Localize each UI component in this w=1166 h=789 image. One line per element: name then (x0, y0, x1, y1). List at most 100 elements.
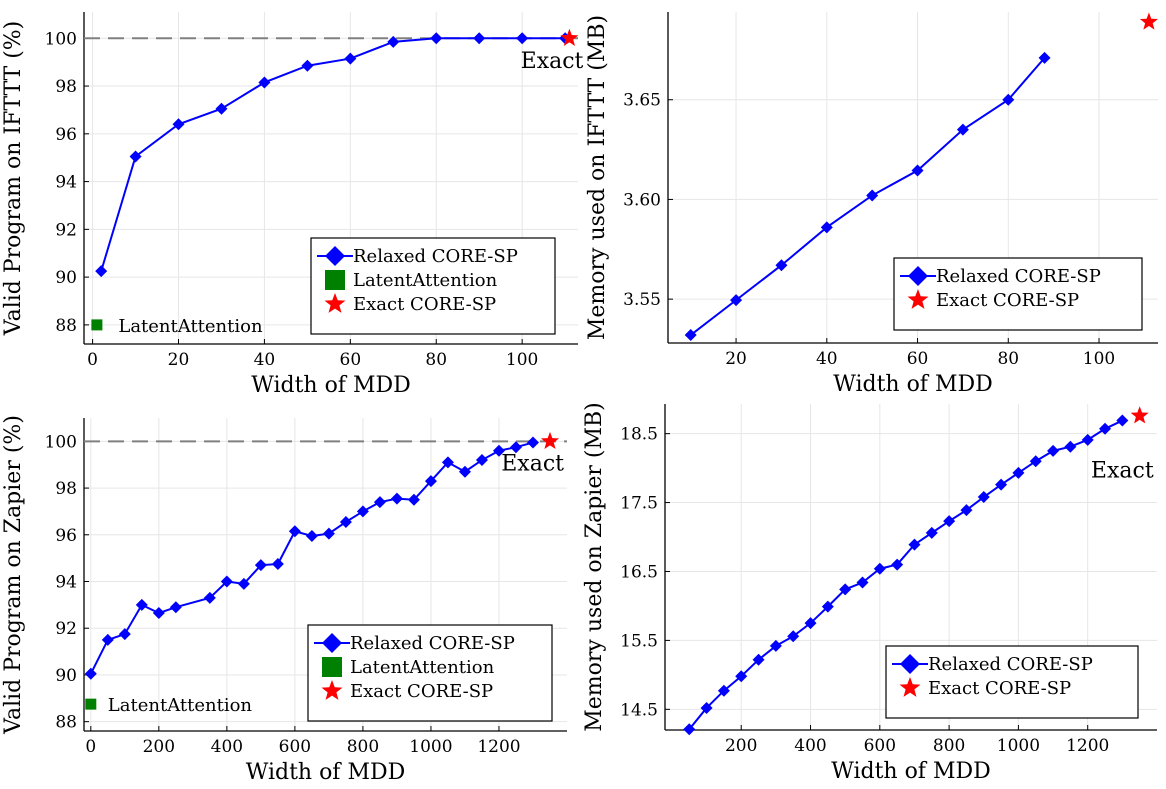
y-tick-label: 18.5 (620, 425, 658, 445)
y-tick-label: 15.5 (620, 631, 658, 651)
legend-label: Relaxed CORE-SP (928, 654, 1093, 675)
legend: Relaxed CORE-SP LatentAttention Exact CORE… (307, 624, 553, 722)
data-point (1064, 440, 1077, 453)
data-point (172, 118, 185, 131)
data-point (203, 591, 216, 604)
data-point (730, 294, 743, 307)
series-line (100, 37, 566, 272)
data-point (356, 505, 369, 518)
data-point (339, 515, 352, 528)
legend: Relaxed CORE-SP Exact CORE-SP (885, 645, 1139, 719)
data-point (95, 265, 108, 278)
data-point (866, 189, 879, 202)
data-point (1116, 414, 1129, 427)
legend: Relaxed CORE-SP LatentAttention Exact CORE… (310, 237, 556, 335)
y-tick-label: 94 (55, 173, 77, 193)
y-tick-label: 14.5 (620, 700, 658, 720)
data-point (717, 684, 730, 697)
x-tick-label: 600 (279, 737, 311, 757)
y-axis-label: Valid Program on Zapier (%) (1, 415, 26, 735)
legend-label: Relaxed CORE-SP (353, 246, 518, 267)
data-point (516, 32, 529, 45)
legend-diamond-icon (908, 266, 928, 286)
series-star (540, 431, 560, 450)
data-point (1139, 12, 1158, 30)
data-point (492, 444, 505, 457)
y-tick-label: 88 (55, 713, 77, 733)
data-point (683, 723, 696, 736)
x-tick-label: 800 (347, 737, 379, 757)
y-tick-label: 98 (55, 77, 77, 97)
data-point (1081, 433, 1094, 446)
legend-label: Relaxed CORE-SP (350, 633, 515, 654)
data-point (1047, 444, 1060, 457)
data-point (775, 259, 788, 272)
data-point (84, 667, 97, 680)
legend-label: LatentAttention (353, 270, 498, 291)
data-point (271, 557, 284, 570)
series-square (91, 319, 103, 331)
data-point (925, 526, 938, 539)
data-point (441, 456, 454, 469)
data-point (752, 653, 765, 666)
data-point (215, 102, 228, 115)
x-axis-label: Width of MDD (833, 372, 993, 397)
series-star (560, 28, 579, 46)
data-point (509, 441, 522, 454)
chart-panel-1: 0 20 40 60 80 100 88 90 92 94 96 98 100 Width of MDD V… (1, 12, 584, 398)
data-point (305, 529, 318, 542)
series-star (1139, 12, 1158, 30)
data-point (322, 527, 335, 540)
legend-box (885, 645, 1139, 719)
x-tick-label: 600 (864, 736, 896, 756)
x-tick-label: 400 (211, 737, 243, 757)
y-tick-label: 98 (55, 479, 77, 499)
y-tick-label: 100 (45, 29, 77, 49)
series-diamond (683, 414, 1129, 736)
y-axis-label: Memory used on Zapier (MB) (582, 402, 607, 731)
data-point (526, 436, 539, 449)
x-tick-label: 80 (997, 349, 1019, 369)
data-point (473, 32, 486, 45)
y-tick-label: 3.55 (623, 290, 661, 310)
legend-star-icon (321, 680, 343, 700)
data-point (91, 319, 103, 331)
y-axis-label: Memory used on IFTTT (MB) (585, 15, 610, 340)
y-tick-label: 96 (55, 125, 77, 145)
data-point (390, 492, 403, 505)
data-point (911, 164, 924, 177)
data-point (560, 28, 579, 46)
x-tick-label: 1200 (477, 737, 520, 757)
legend-star-icon (899, 677, 921, 697)
x-tick-label: 20 (725, 349, 747, 369)
legend-diamond-icon (900, 654, 920, 674)
x-tick-label: 200 (143, 737, 175, 757)
data-point (85, 698, 97, 710)
y-tick-label: 3.60 (623, 190, 661, 210)
series-diamond (95, 32, 572, 278)
data-point (787, 630, 800, 643)
data-point (237, 577, 250, 590)
x-tick-label: 80 (425, 350, 447, 370)
data-point (821, 600, 834, 613)
legend-label: Relaxed CORE-SP (936, 266, 1101, 287)
data-point (856, 576, 869, 589)
data-point (258, 76, 271, 89)
chart-panel-2: 20 40 60 80 100 3.55 3.60 3.65 Width of MDD Memor… (585, 12, 1158, 397)
x-tick-label: 40 (254, 350, 276, 370)
x-tick-label: 800 (933, 736, 965, 756)
x-tick-label: 100 (506, 350, 538, 370)
data-point (1029, 455, 1042, 468)
legend-square-icon (325, 270, 345, 290)
y-tick-label: 17.5 (620, 494, 658, 514)
chart-panel-3: 0 200 400 600 800 1000 1200 88 90 92 94 96 98 100 Widt… (1, 415, 567, 785)
series-diamond (684, 51, 1051, 342)
y-tick-label: 90 (55, 268, 77, 288)
legend-square-icon (322, 657, 342, 677)
data-point (1012, 466, 1025, 479)
data-point (152, 607, 165, 620)
data-point (769, 639, 782, 652)
legend-box (893, 257, 1143, 331)
y-tick-label: 90 (55, 666, 77, 686)
